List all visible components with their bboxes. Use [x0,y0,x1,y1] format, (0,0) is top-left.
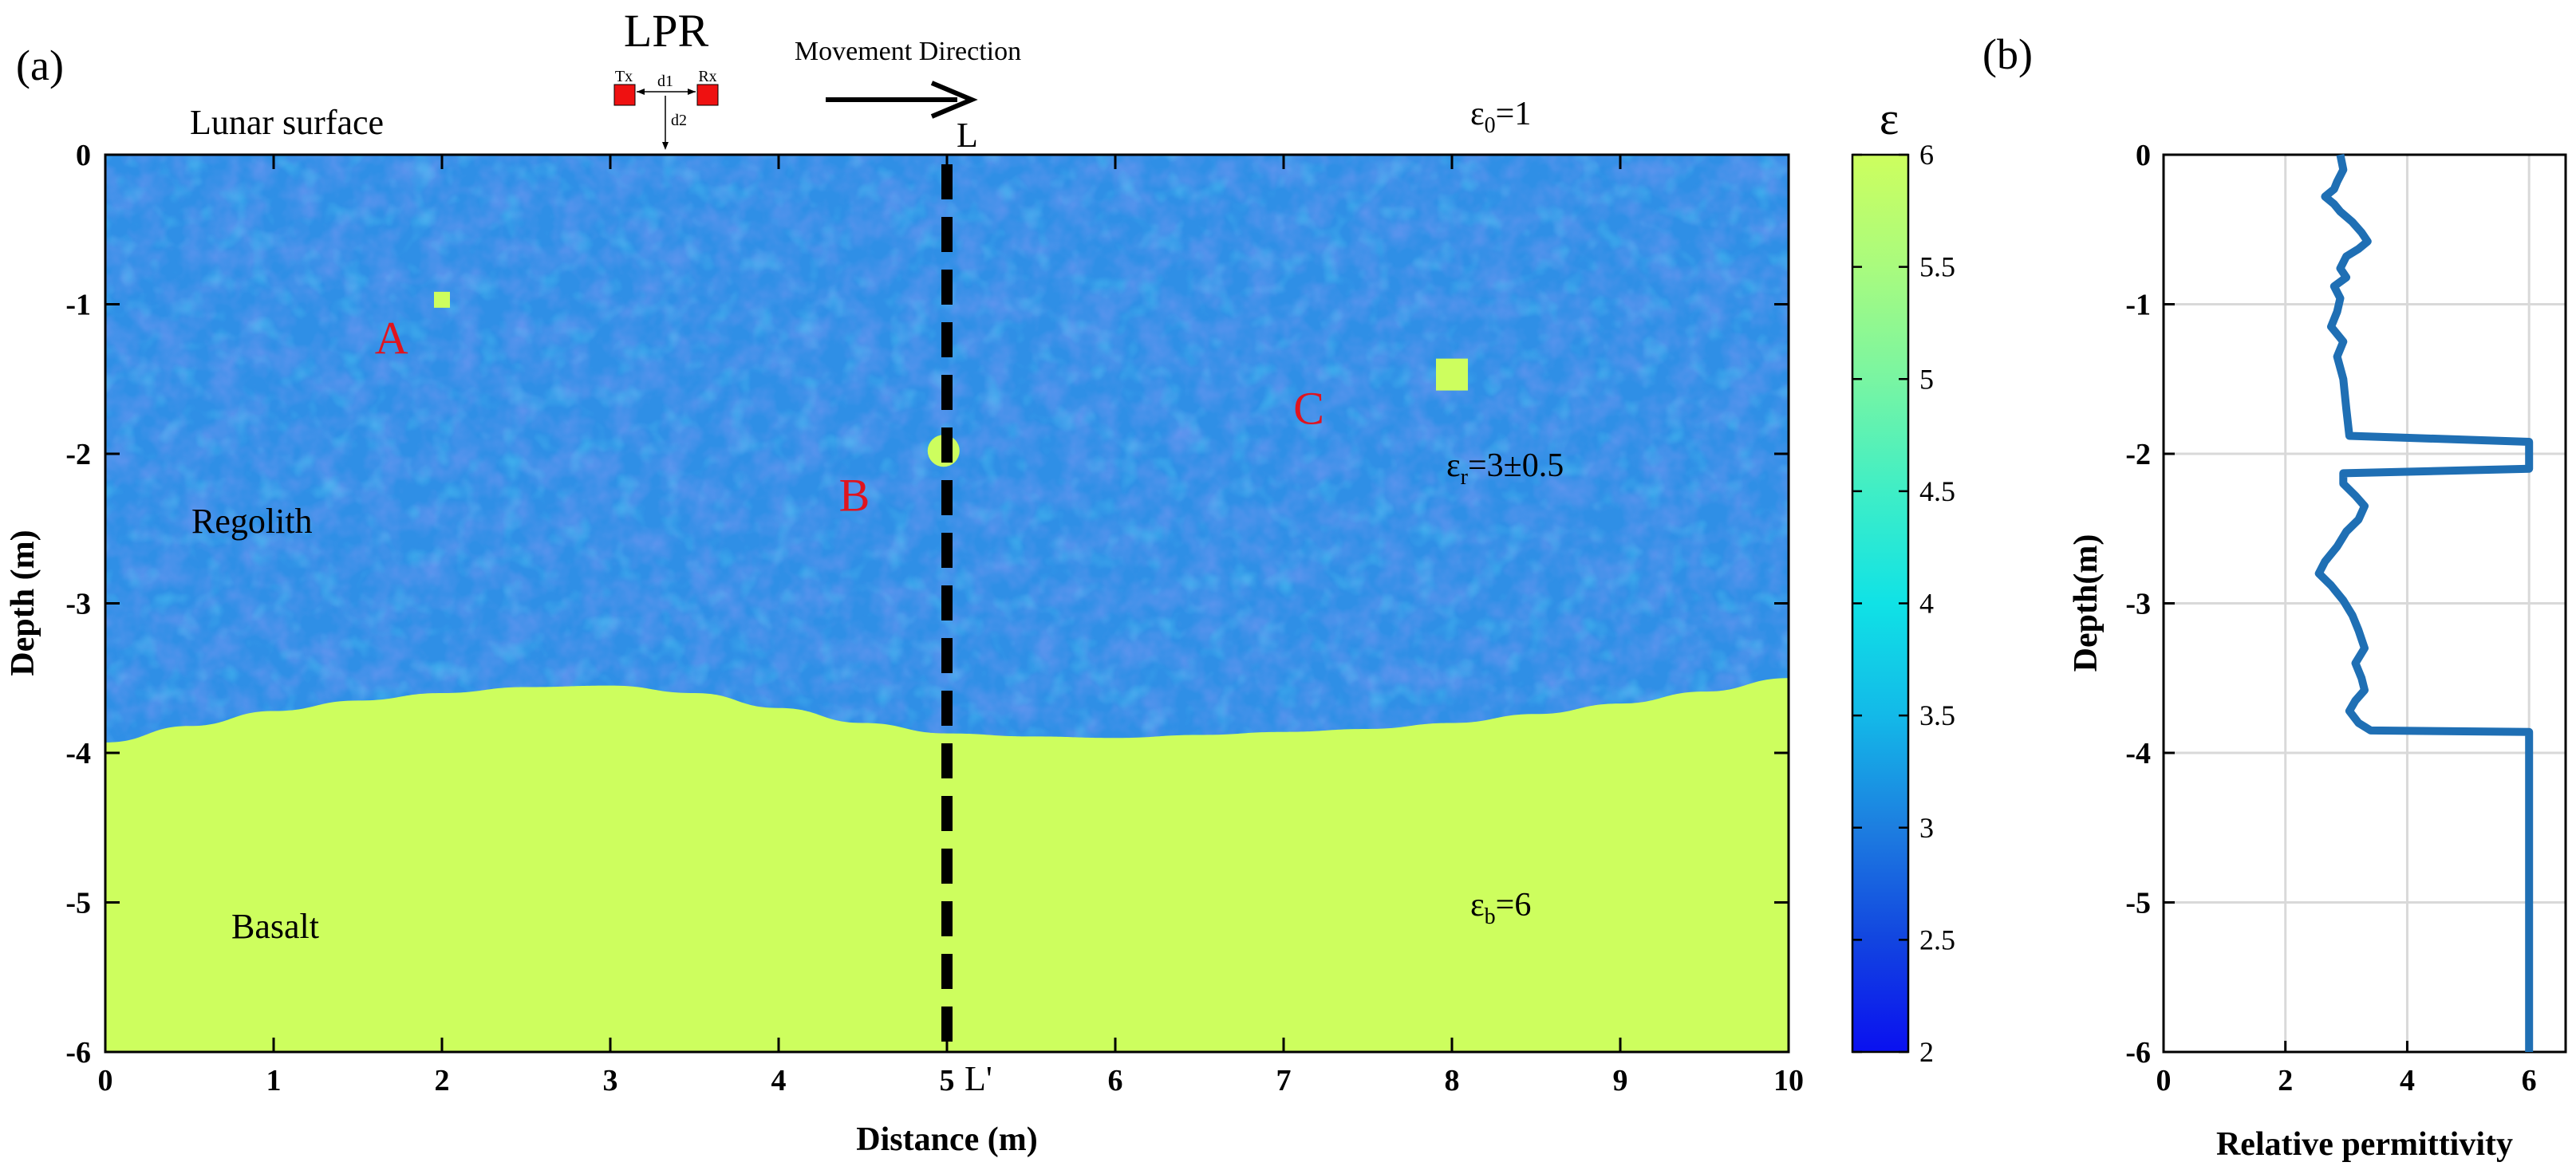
xlabel-a: Distance (m) [856,1121,1037,1158]
y-tick-label-a: -6 [65,1036,91,1070]
colorbar-tick-label: 4.5 [1919,475,1955,507]
y-tick-label-a: -1 [65,289,91,322]
x-tick-label-a: 2 [435,1064,450,1097]
panel-b-line-chart: 0 2 4 60-1-2-3-4-5-6 Relative permittivity … [2068,139,2567,1163]
y-tick-label-a: -4 [65,737,91,770]
y-tick-label-b: 0 [2136,139,2151,172]
colorbar-label: ε [1880,93,1899,144]
colorbar-tick-label: 2 [1919,1036,1934,1068]
movement-arrow-head [930,81,978,119]
x-tick-label-a: 1 [266,1064,282,1097]
vacuum-permittivity-label: ε0=1 [1470,96,1531,138]
colorbar-tick-label: 6 [1919,139,1934,171]
xlabel-b: Relative permittivity [2216,1126,2513,1163]
x-tick-label-a: 7 [1276,1064,1292,1097]
object-label-b: B [839,469,870,521]
colorbar-tick-label: 3.5 [1919,699,1955,731]
x-tick-label-a: 6 [1108,1064,1123,1097]
colorbar-tick-label: 4 [1919,588,1934,620]
ylabel-b: Depth(m) [2068,534,2105,672]
x-tick-label-b: 6 [2522,1064,2537,1097]
x-tick-label-b: 0 [2156,1064,2172,1097]
rx-antenna [696,84,719,106]
y-tick-label-a: -5 [65,887,91,920]
y-tick-label-b: -1 [2125,289,2151,322]
d2-arrowhead [662,142,669,150]
basalt-label: Basalt [231,907,319,946]
panel-b-label: (b) [1982,30,2033,78]
colorbar-tick-label: 3 [1919,812,1934,844]
object-label-a: A [375,312,408,364]
object-a [434,291,450,308]
object-c [1436,358,1468,391]
y-tick-label-b: -4 [2125,737,2151,770]
colorbar-tick-label: 5.5 [1919,251,1955,283]
regolith-label: Regolith [191,502,313,541]
y-tick-label-a: -2 [65,438,91,471]
tx-antenna [613,84,636,106]
y-tick-label-b: -5 [2125,887,2151,920]
object-label-c: C [1293,383,1324,435]
y-tick-label-b: -6 [2125,1036,2151,1070]
lpr-label: LPR [624,5,709,57]
colorbar-tick-label: 2.5 [1919,924,1955,955]
x-tick-label-a: 10 [1773,1064,1804,1097]
profile-start-label: L [957,116,978,155]
y-tick-label-b: -2 [2125,438,2151,471]
d1-label: d1 [657,73,673,90]
ylabel-a: Depth (m) [5,530,41,676]
x-tick-label-a: 3 [603,1064,618,1097]
x-tick-label-a: 4 [771,1064,787,1097]
x-tick-label-b: 4 [2400,1064,2415,1097]
tx-label: Tx [615,68,633,85]
x-tick-label-a: 0 [98,1064,113,1097]
basalt-permittivity-label: εb=6 [1470,887,1531,929]
permittivity-profile-line [2314,154,2534,1052]
panel-a-label: (a) [16,41,64,89]
colorbar: 2 2.5 3 3.5 4 4.5 5 5.5 6 ε [1851,93,1955,1068]
x-tick-label-b: 2 [2278,1064,2293,1097]
x-tick-label-a: 8 [1445,1064,1460,1097]
x-tick-label-a: 5 [940,1064,955,1097]
x-tick-label-a: 9 [1613,1064,1628,1097]
lunar-surface-label: Lunar surface [190,103,384,142]
panel-a-heatmap: 0 1 2 3 4 5 6 7 8 9 10 0 -1 -2 -3 -4 -5 -6 L L' Distance … [5,5,1804,1158]
lpr-antenna-diagram: LPR Tx Rx d1 d2 [613,5,719,150]
movement-direction-label: Movement Direction [795,37,1021,66]
d1-arrowhead-right [688,89,696,95]
movement-direction: Movement Direction [795,37,1021,119]
y-tick-label-a: 0 [76,139,91,172]
rx-label: Rx [698,68,716,85]
d2-label: d2 [671,112,687,129]
colorbar-tick-label: 5 [1919,363,1934,395]
d1-arrowhead-left [637,89,645,95]
y-tick-label-b: -3 [2125,588,2151,621]
profile-end-label: L' [965,1059,992,1098]
y-tick-label-a: -3 [65,588,91,621]
